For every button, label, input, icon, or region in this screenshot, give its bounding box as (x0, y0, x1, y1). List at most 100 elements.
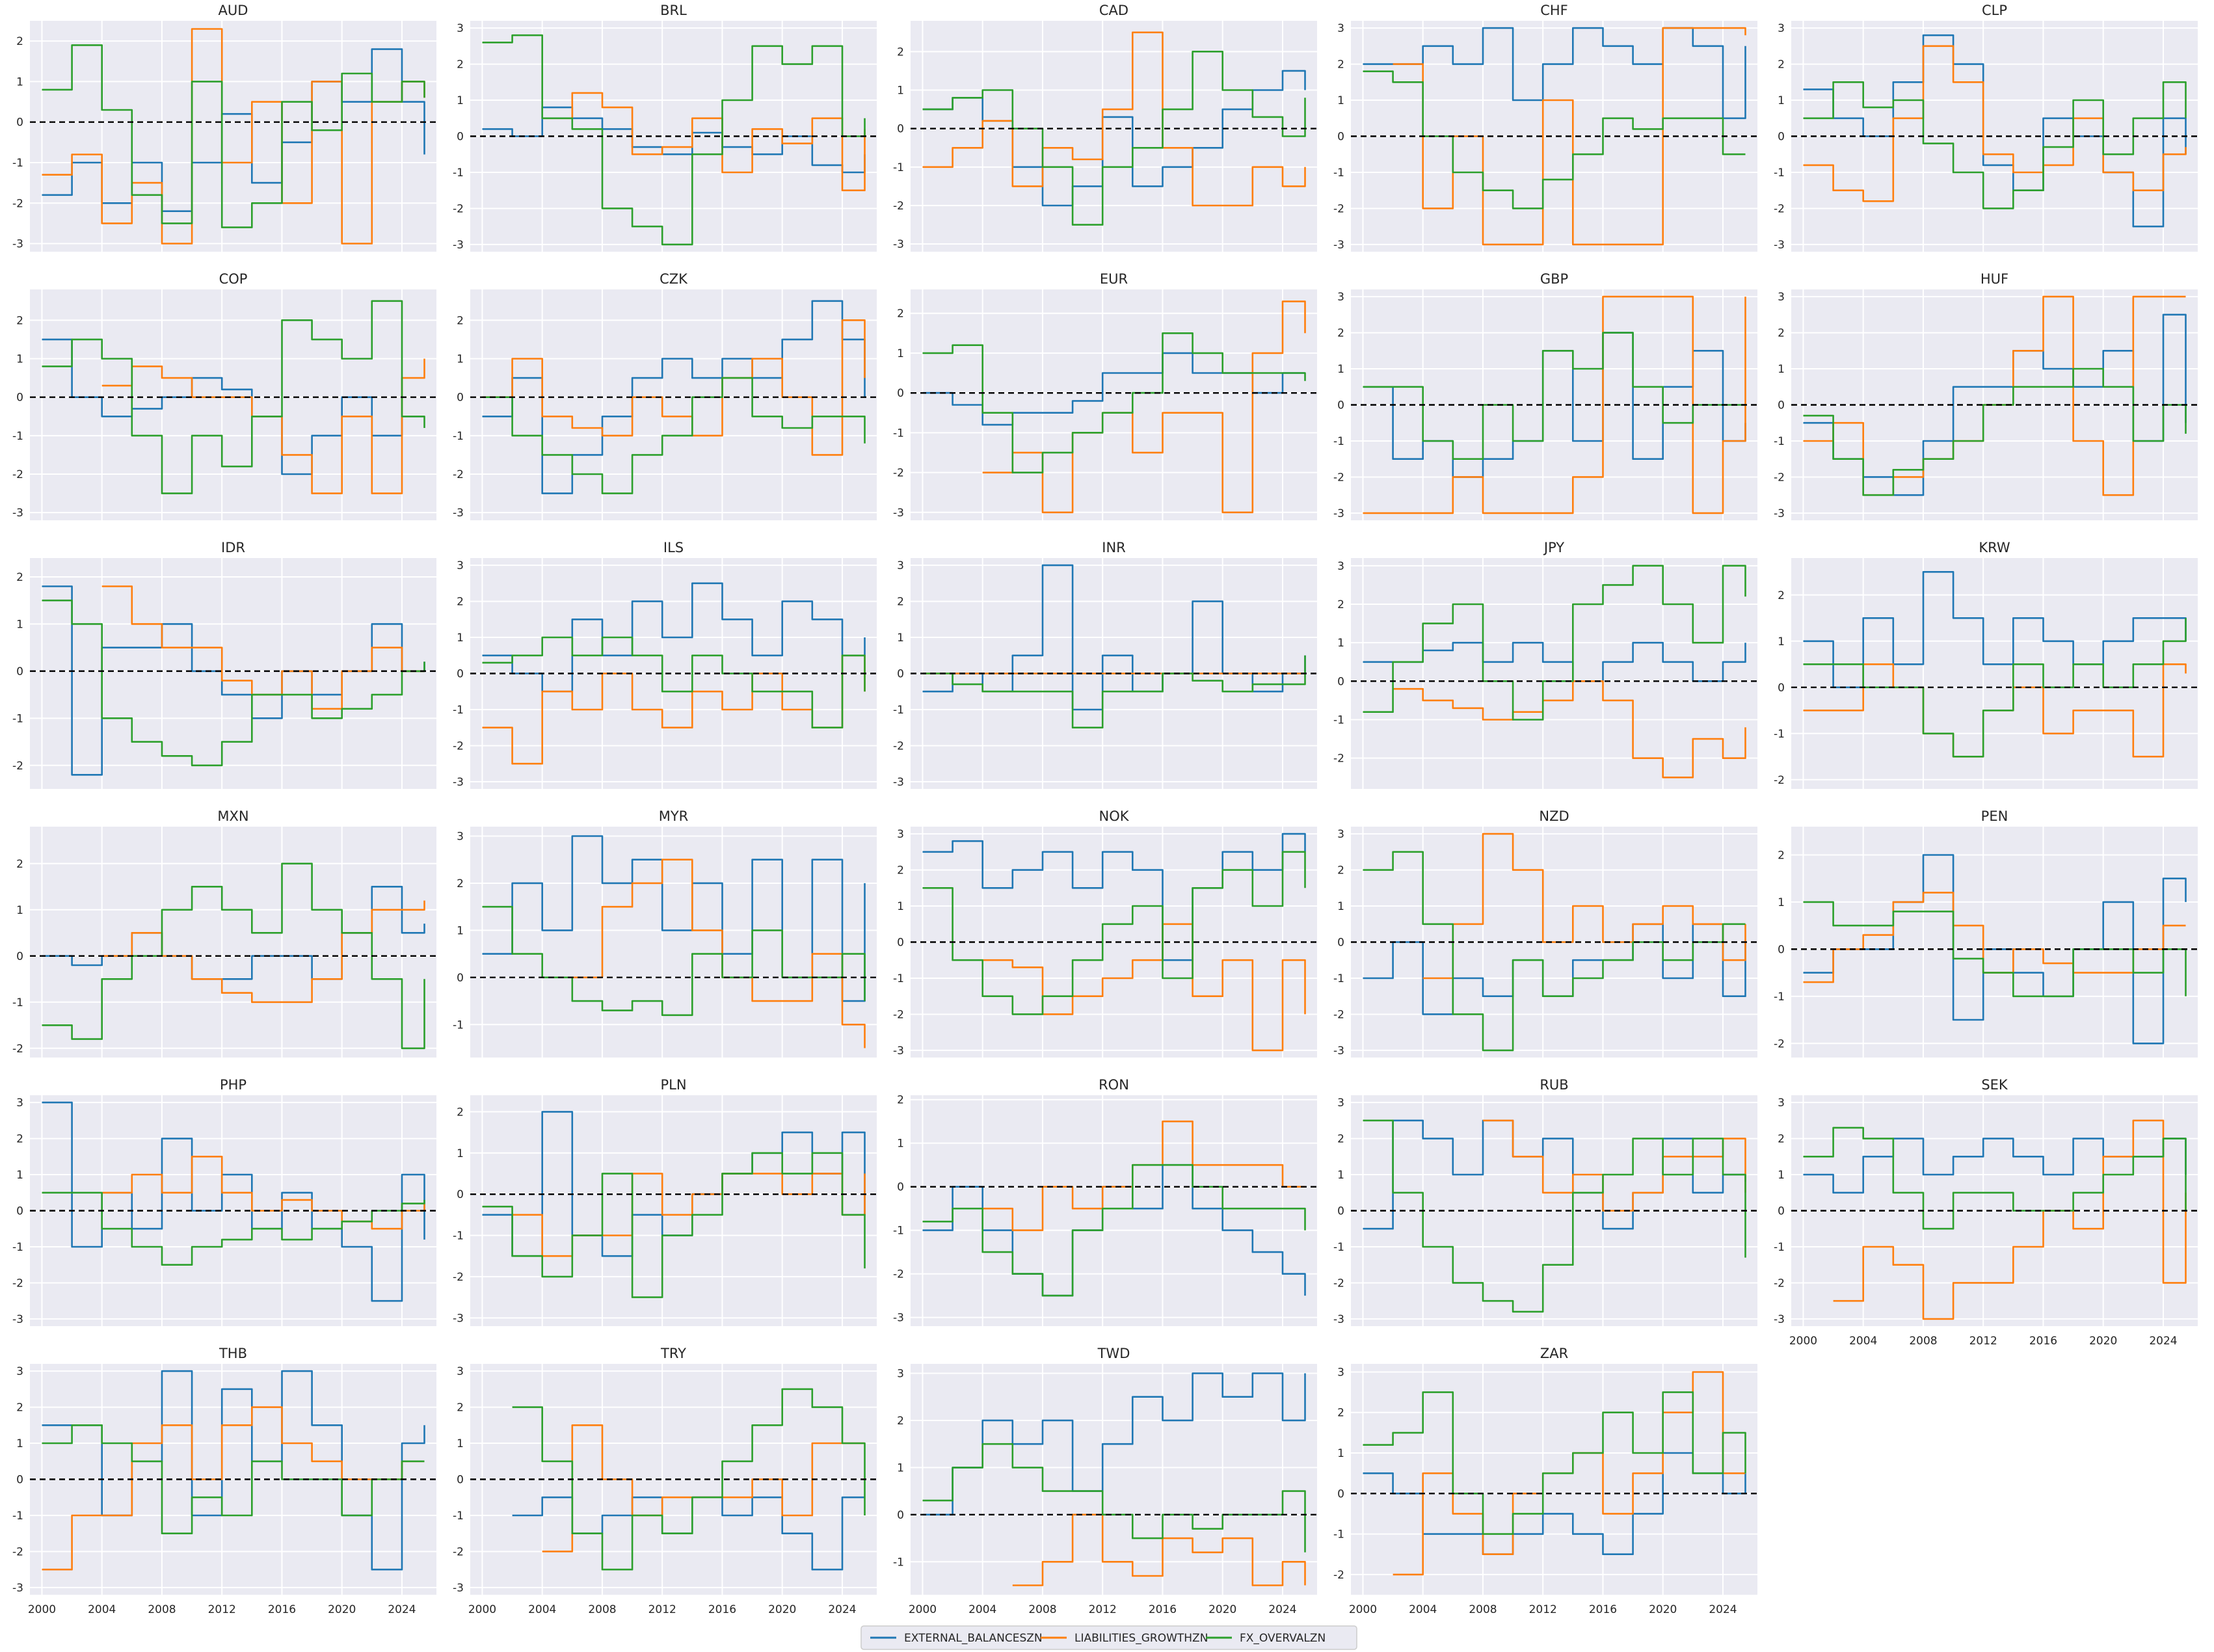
y-tick-label: 1 (897, 347, 904, 360)
panel-background (30, 21, 436, 252)
y-tick-label: 2 (457, 1106, 464, 1119)
panel-title: TWD (1097, 1346, 1130, 1361)
panel-title: THB (219, 1346, 247, 1361)
panel-cop: -3 -2 -1 0 1 2 COP (12, 271, 436, 520)
y-tick-label: -1 (893, 161, 904, 174)
y-tick-label: 1 (897, 85, 904, 98)
y-tick-label: -2 (12, 1043, 23, 1056)
y-tick-label: 0 (16, 1474, 23, 1487)
y-tick-label: 3 (1337, 291, 1344, 304)
y-tick-label: 3 (16, 1097, 23, 1110)
y-tick-label: -2 (893, 200, 904, 213)
x-tick-label: 2008 (1469, 1603, 1497, 1616)
y-tick-label: 1 (457, 924, 464, 937)
y-tick-label: 2 (897, 308, 904, 321)
series-line-liabilities-growthzn (1803, 45, 2187, 202)
y-tick-label: -1 (453, 704, 464, 717)
series-line-fx-overvalzn (42, 862, 425, 1050)
y-tick-label: -2 (893, 1008, 904, 1021)
y-tick-label: -2 (453, 468, 464, 481)
panel-title: PLN (660, 1077, 686, 1093)
y-tick-label: -2 (12, 1545, 23, 1558)
y-tick-label: 1 (1337, 900, 1344, 913)
y-tick-label: -1 (1774, 1241, 1785, 1254)
y-tick-label: -1 (1774, 167, 1785, 180)
y-tick-label: 1 (457, 94, 464, 107)
x-tick-label: 2012 (1529, 1603, 1557, 1616)
panel-title: CLP (1982, 3, 2007, 18)
y-tick-label: -1 (1774, 435, 1785, 448)
panel-chf: -3 -2 -1 0 1 2 3 CHF (1333, 3, 1757, 252)
x-tick-label: 2000 (1789, 1335, 1817, 1348)
series-line-liabilities-growthzn (1393, 27, 1746, 246)
panel-title: NZD (1539, 808, 1569, 824)
y-tick-label: -2 (1774, 471, 1785, 484)
panel-thb: -3 -2 -1 0 1 2 3 THB 2000 2004 2008 2012 2016 2020 202… (12, 1346, 436, 1616)
y-tick-label: -1 (893, 972, 904, 985)
y-tick-label: 0 (1778, 682, 1785, 695)
y-tick-label: -1 (1333, 435, 1344, 448)
panel-background (470, 1095, 877, 1326)
x-tick-label: 2020 (768, 1603, 796, 1616)
series-line-fx-overvalzn (1363, 565, 1746, 721)
panel-background (1351, 1364, 1757, 1595)
y-tick-label: 1 (897, 1138, 904, 1151)
series-line-fx-overvalzn (482, 377, 866, 494)
y-tick-label: 3 (1337, 22, 1344, 35)
y-tick-label: -1 (1774, 991, 1785, 1004)
y-tick-label: 3 (457, 559, 464, 572)
y-tick-label: -3 (1774, 1313, 1785, 1326)
y-tick-label: 0 (897, 668, 904, 681)
y-tick-label: 1 (1778, 1169, 1785, 1182)
panel-title: ZAR (1540, 1346, 1568, 1361)
y-tick-label: -2 (1333, 753, 1344, 766)
y-tick-label: 1 (897, 632, 904, 645)
series-line-external-balanceszn (1363, 27, 1746, 120)
panel-twd: -1 0 1 2 3 TWD 2000 2004 2008 2012 2016 2020 2024 (893, 1346, 1317, 1616)
panel-title: PHP (220, 1077, 247, 1093)
panel-cad: -3 -2 -1 0 1 2 CAD (893, 3, 1317, 252)
y-tick-label: 0 (457, 392, 464, 405)
y-tick-label: -2 (12, 468, 23, 481)
x-tick-label: 2012 (1969, 1335, 1997, 1348)
panel-background (1791, 558, 2198, 789)
y-tick-label: -2 (1333, 202, 1344, 215)
y-tick-label: 3 (457, 830, 464, 843)
y-tick-label: 2 (16, 1402, 23, 1415)
panel-background (30, 558, 436, 789)
series-line-external-balanceszn (482, 300, 866, 494)
series-line-fx-overvalzn (1363, 851, 1746, 1052)
y-tick-label: -3 (12, 1313, 23, 1326)
y-tick-label: 0 (457, 668, 464, 681)
y-tick-label: -1 (1333, 1241, 1344, 1254)
y-tick-label: -3 (12, 1582, 23, 1595)
y-tick-label: 0 (457, 131, 464, 144)
panel-huf: -3 -2 -1 0 1 2 3 HUF (1774, 271, 2198, 520)
y-tick-label: 0 (1778, 1205, 1785, 1218)
x-tick-label: 2000 (28, 1603, 56, 1616)
panel-ils: -3 -2 -1 0 1 2 3 ILS (453, 540, 877, 789)
series-line-fx-overvalzn (42, 599, 425, 767)
y-tick-label: 2 (1337, 59, 1344, 72)
panel-pln: -3 -2 -1 0 1 2 PLN (453, 1077, 877, 1326)
x-tick-label: 2012 (208, 1603, 236, 1616)
panel-ron: -3 -2 -1 0 1 2 RON (893, 1077, 1317, 1326)
panel-inr: -3 -2 -1 0 1 2 3 INR (893, 540, 1317, 789)
y-tick-label: -1 (12, 1241, 23, 1254)
y-tick-label: 1 (16, 904, 23, 917)
y-tick-label: 3 (897, 828, 904, 841)
y-tick-label: -3 (1774, 507, 1785, 520)
y-tick-label: 0 (897, 387, 904, 400)
y-tick-label: 0 (897, 1181, 904, 1194)
y-tick-label: 0 (457, 1474, 464, 1487)
y-tick-label: -2 (1333, 1569, 1344, 1582)
y-tick-label: -3 (12, 238, 23, 251)
y-tick-label: 3 (457, 22, 464, 35)
series-line-fx-overvalzn (1803, 81, 2187, 209)
y-tick-label: -3 (453, 1312, 464, 1325)
series-line-fx-overvalzn (1363, 332, 1746, 460)
y-tick-label: 0 (457, 972, 464, 985)
y-tick-label: 2 (1778, 589, 1785, 602)
y-tick-label: 3 (1337, 1097, 1344, 1110)
